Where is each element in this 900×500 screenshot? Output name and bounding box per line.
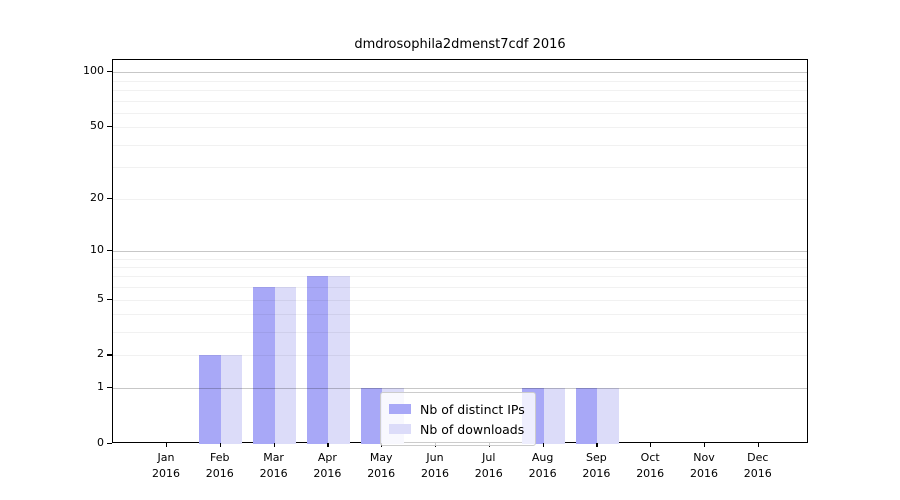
y-tick-mark bbox=[107, 197, 112, 199]
x-label-year: 2016 bbox=[474, 467, 503, 480]
x-label-year: 2016 bbox=[582, 467, 611, 480]
minor-gridline bbox=[113, 112, 807, 114]
bar-nb-of-downloads-mar bbox=[274, 287, 297, 444]
minor-gridline bbox=[113, 287, 807, 289]
y-tick-label: 5 bbox=[97, 291, 104, 305]
x-label-month: May bbox=[369, 451, 393, 464]
x-label-month: Feb bbox=[210, 451, 230, 464]
x-label-year: 2016 bbox=[259, 467, 288, 480]
y-tick-label: 10 bbox=[90, 242, 104, 256]
legend-swatch-distinct-ips-icon bbox=[389, 404, 411, 414]
y-tick-mark bbox=[107, 354, 112, 356]
minor-gridline bbox=[113, 144, 807, 146]
legend-item-distinct-ips: Nb of distinct IPs bbox=[389, 399, 525, 419]
minor-gridline bbox=[113, 167, 807, 169]
x-label-year: 2016 bbox=[205, 467, 234, 480]
x-label-month: Dec bbox=[747, 451, 769, 464]
x-tick-label: Feb 2016 bbox=[192, 450, 248, 482]
legend-item-downloads: Nb of downloads bbox=[389, 419, 525, 439]
x-label-month: Jan bbox=[157, 451, 175, 464]
x-tick-mark bbox=[327, 443, 329, 447]
bar-nb-of-distinct-ips-sep bbox=[575, 388, 598, 444]
x-label-month: Apr bbox=[317, 451, 337, 464]
x-tick-label: Aug 2016 bbox=[515, 450, 571, 482]
x-label-month: Mar bbox=[263, 451, 284, 464]
x-tick-mark bbox=[542, 443, 544, 447]
x-label-month: Sep bbox=[586, 451, 607, 464]
y-tick-label: 20 bbox=[90, 190, 104, 204]
y-tick-mark bbox=[107, 298, 112, 300]
x-tick-mark bbox=[596, 443, 598, 447]
x-tick-label: Jun 2016 bbox=[407, 450, 463, 482]
y-tick-label: 0 bbox=[97, 436, 104, 449]
x-label-month: Oct bbox=[640, 451, 660, 464]
minor-gridline bbox=[113, 276, 807, 278]
minor-gridline bbox=[113, 332, 807, 334]
x-tick-mark bbox=[166, 443, 168, 447]
bar-nb-of-distinct-ips-feb bbox=[199, 355, 221, 444]
bar-nb-of-downloads-feb bbox=[220, 355, 243, 444]
y-tick-label: 100 bbox=[83, 64, 104, 78]
y-tick-mark bbox=[107, 71, 112, 73]
minor-gridline bbox=[113, 258, 807, 260]
minor-gridline bbox=[113, 299, 807, 301]
legend-swatch-downloads-icon bbox=[389, 424, 411, 434]
bar-nb-of-downloads-apr bbox=[328, 276, 350, 444]
bar-nb-of-distinct-ips-apr bbox=[306, 276, 329, 444]
x-tick-mark bbox=[273, 443, 275, 447]
x-tick-label: Dec 2016 bbox=[730, 450, 786, 482]
x-label-year: 2016 bbox=[152, 467, 180, 480]
x-label-month: Jun bbox=[426, 451, 444, 464]
x-tick-label: Apr 2016 bbox=[299, 450, 355, 482]
minor-gridline bbox=[113, 314, 807, 316]
y-tick-label: 2 bbox=[97, 347, 104, 361]
x-label-month: Aug bbox=[531, 451, 554, 464]
x-tick-label: Nov 2016 bbox=[676, 450, 732, 482]
x-label-year: 2016 bbox=[636, 467, 665, 480]
legend: Nb of distinct IPs Nb of downloads bbox=[380, 392, 536, 446]
x-tick-label: Jul 2016 bbox=[461, 450, 517, 482]
x-label-year: 2016 bbox=[313, 467, 342, 480]
chart-title: dmdrosophila2dmenst7cdf 2016 bbox=[354, 37, 566, 52]
legend-label-downloads: Nb of downloads bbox=[420, 421, 525, 437]
plot-area bbox=[112, 59, 808, 444]
x-label-year: 2016 bbox=[367, 467, 396, 480]
minor-gridline bbox=[113, 266, 807, 268]
y-tick-mark bbox=[107, 443, 112, 445]
x-label-month: Nov bbox=[693, 451, 715, 464]
x-tick-label: Sep 2016 bbox=[568, 450, 624, 482]
x-label-year: 2016 bbox=[421, 467, 449, 480]
x-label-year: 2016 bbox=[743, 467, 772, 480]
x-label-month: Jul bbox=[482, 451, 496, 464]
x-tick-label: Mar 2016 bbox=[246, 450, 302, 482]
x-label-year: 2016 bbox=[690, 467, 718, 480]
y-tick-mark bbox=[107, 249, 112, 251]
x-tick-mark bbox=[650, 443, 652, 447]
y-tick-mark bbox=[107, 126, 112, 128]
x-tick-mark bbox=[704, 443, 706, 447]
major-gridline bbox=[113, 250, 807, 252]
legend-label-distinct-ips: Nb of distinct IPs bbox=[420, 401, 525, 417]
x-tick-label: Jan 2016 bbox=[138, 450, 194, 482]
minor-gridline bbox=[113, 80, 807, 82]
y-tick-label: 50 bbox=[90, 119, 104, 133]
bar-nb-of-distinct-ips-may bbox=[360, 388, 383, 444]
x-label-year: 2016 bbox=[528, 467, 557, 480]
major-gridline bbox=[113, 72, 807, 74]
minor-gridline bbox=[113, 198, 807, 200]
y-tick-mark bbox=[107, 387, 112, 389]
bar-nb-of-distinct-ips-mar bbox=[253, 287, 275, 444]
minor-gridline bbox=[113, 89, 807, 91]
x-tick-label: May 2016 bbox=[353, 450, 409, 482]
bar-nb-of-downloads-aug bbox=[543, 388, 566, 444]
bar-nb-of-downloads-sep bbox=[597, 388, 619, 444]
x-tick-label: Oct 2016 bbox=[622, 450, 678, 482]
x-tick-mark bbox=[219, 443, 221, 447]
y-tick-label: 1 bbox=[97, 380, 104, 394]
x-tick-mark bbox=[757, 443, 759, 447]
minor-gridline bbox=[113, 127, 807, 129]
minor-gridline bbox=[113, 100, 807, 102]
